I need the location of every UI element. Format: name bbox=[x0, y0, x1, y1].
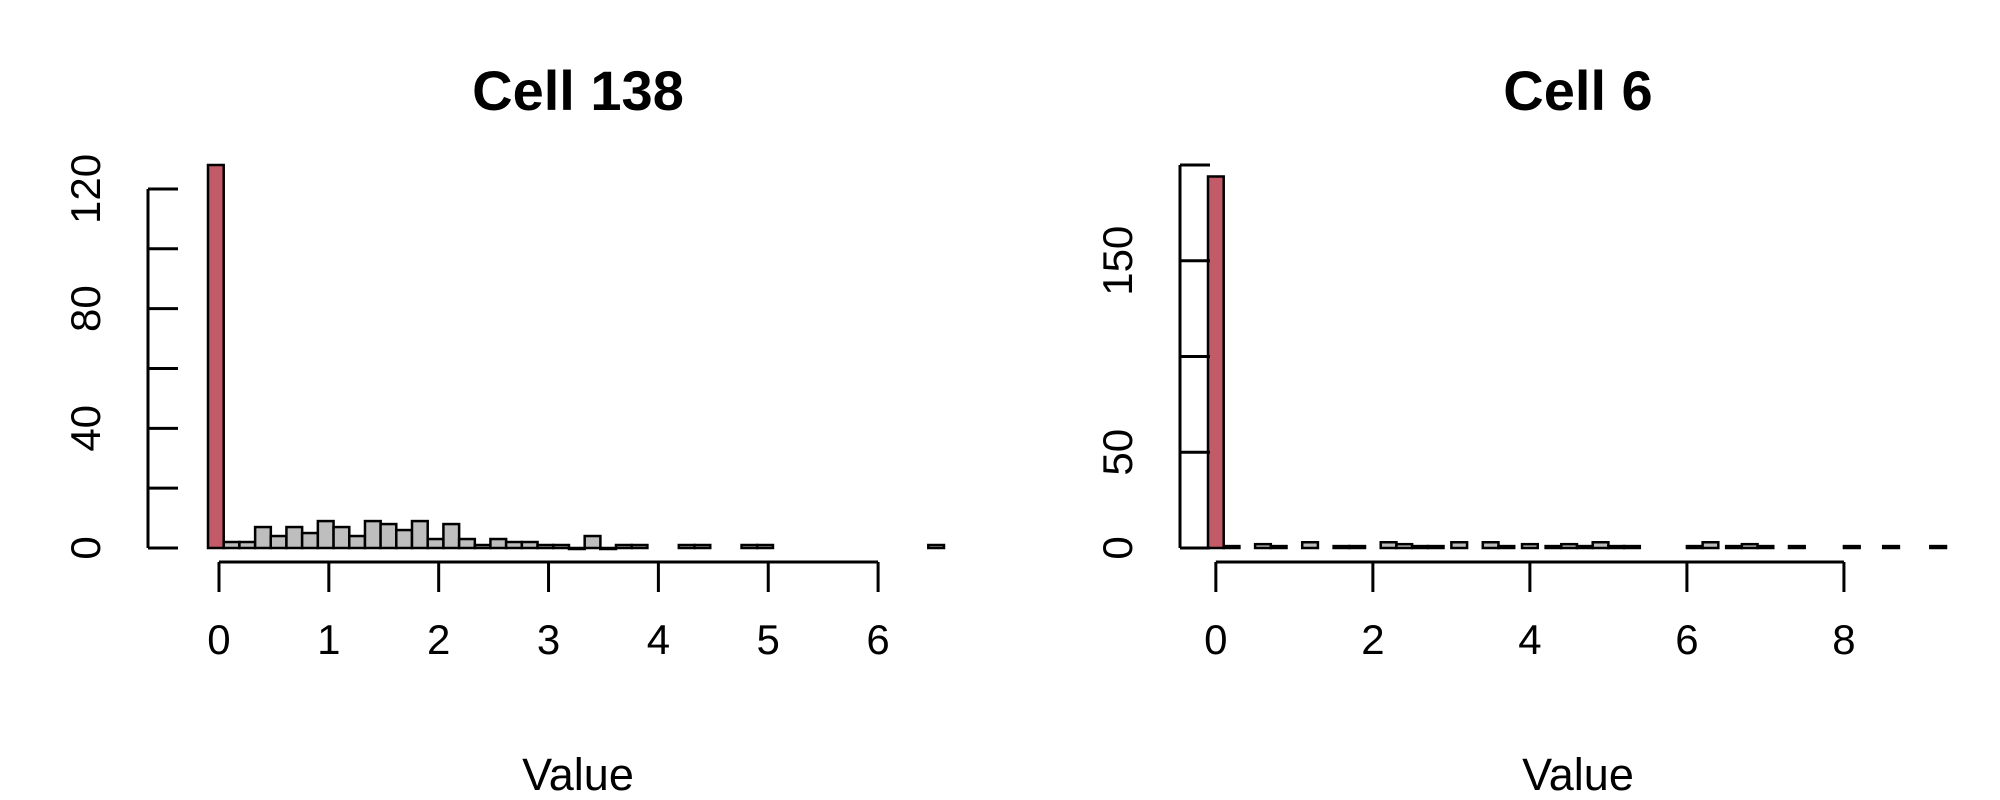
x-tick-label: 6 bbox=[866, 616, 889, 663]
x-axis-title: Value bbox=[1522, 749, 1634, 800]
x-axis: 0 2 4 6 8 bbox=[1204, 560, 1856, 663]
histogram-bar bbox=[693, 543, 712, 550]
histogram-bar bbox=[1348, 544, 1367, 550]
histogram-bar bbox=[1756, 544, 1775, 550]
histogram-bar bbox=[1426, 544, 1445, 550]
histogram-bar-zero bbox=[206, 163, 225, 550]
histogram-cell-6: Cell 6 0 50 150 0 2 4 6 8 Value bbox=[1094, 59, 1948, 800]
y-tick-label: 80 bbox=[62, 285, 109, 332]
histogram-bar bbox=[457, 537, 477, 550]
histogram-bar bbox=[1575, 544, 1594, 550]
histogram-panel-cell-6: Cell 6 0 50 150 0 2 4 6 8 Value bbox=[1000, 0, 2000, 800]
histogram-bar bbox=[583, 534, 602, 550]
x-tick-label: 0 bbox=[1204, 616, 1227, 663]
histogram-bar bbox=[1544, 544, 1563, 550]
histogram-bar bbox=[253, 525, 273, 550]
histogram-bar bbox=[1842, 544, 1861, 550]
y-tick-label: 120 bbox=[62, 154, 109, 224]
y-tick-label: 40 bbox=[62, 405, 109, 452]
histogram-bar bbox=[1591, 541, 1610, 550]
histogram-bar bbox=[1269, 544, 1288, 550]
histogram-bar bbox=[426, 537, 445, 550]
chart-title: Cell 6 bbox=[1503, 59, 1652, 122]
histogram-bar-zero bbox=[1206, 175, 1225, 550]
histogram-bar bbox=[285, 525, 304, 550]
histogram-bar bbox=[269, 534, 288, 550]
histogram-bar bbox=[1253, 542, 1273, 550]
histogram-bar bbox=[1740, 542, 1759, 550]
histogram-bar bbox=[1410, 544, 1430, 550]
x-tick-label: 5 bbox=[757, 616, 780, 663]
x-axis: 0 1 2 3 4 5 6 bbox=[207, 560, 890, 663]
histogram-bar bbox=[238, 540, 257, 550]
x-tick-label: 4 bbox=[1518, 616, 1541, 663]
histogram-bar bbox=[1300, 541, 1320, 550]
histogram-bar bbox=[1622, 544, 1642, 550]
histogram-bar bbox=[1929, 544, 1948, 550]
histogram-bar bbox=[677, 543, 696, 550]
histogram-bar bbox=[1685, 544, 1704, 550]
histogram-cell-138: Cell 138 0 40 80 120 0 1 2 3 4 5 6 Value bbox=[62, 59, 946, 800]
histogram-bar bbox=[410, 519, 429, 550]
histogram-bar bbox=[567, 546, 586, 551]
histogram-bar bbox=[504, 540, 524, 550]
x-tick-label: 4 bbox=[647, 616, 670, 663]
x-tick-label: 6 bbox=[1675, 616, 1698, 663]
histogram-bar bbox=[599, 546, 618, 551]
histogram-bar bbox=[316, 519, 335, 550]
y-tick-label: 0 bbox=[1094, 536, 1141, 559]
histogram-bar bbox=[1787, 544, 1806, 550]
histogram-bar bbox=[614, 543, 633, 550]
bars bbox=[1206, 175, 1948, 550]
histogram-bar bbox=[552, 543, 571, 550]
histogram-bar bbox=[395, 528, 414, 550]
y-tick-label: 0 bbox=[62, 536, 109, 559]
x-tick-label: 3 bbox=[537, 616, 560, 663]
y-tick-label: 50 bbox=[1094, 429, 1141, 476]
histogram-bar bbox=[740, 543, 759, 550]
chart-title: Cell 138 bbox=[472, 59, 684, 122]
histogram-bar bbox=[473, 543, 492, 550]
x-tick-label: 8 bbox=[1832, 616, 1855, 663]
x-tick-label: 2 bbox=[427, 616, 450, 663]
histogram-bar bbox=[1560, 542, 1579, 550]
histogram-bar bbox=[1332, 544, 1351, 550]
histogram-bar bbox=[222, 540, 241, 550]
histogram-bar bbox=[1520, 542, 1539, 550]
histogram-bar bbox=[756, 543, 775, 550]
x-tick-label: 0 bbox=[207, 616, 230, 663]
x-tick-label: 2 bbox=[1361, 616, 1384, 663]
histogram-bar bbox=[1379, 541, 1398, 550]
y-tick-label: 150 bbox=[1094, 226, 1141, 296]
histogram-bar bbox=[1724, 544, 1744, 550]
bars bbox=[206, 163, 946, 551]
histogram-bar bbox=[1450, 541, 1469, 550]
histogram-bar bbox=[489, 537, 508, 550]
histogram-bar bbox=[1497, 544, 1516, 550]
histogram-bar bbox=[1481, 541, 1500, 550]
histogram-bar bbox=[1881, 544, 1901, 550]
x-axis-title: Value bbox=[522, 749, 634, 800]
histogram-bar bbox=[630, 543, 649, 550]
histogram-bar bbox=[1701, 541, 1720, 550]
histogram-bar bbox=[536, 543, 555, 550]
histogram-bar bbox=[363, 519, 382, 550]
y-axis: 0 40 80 120 bbox=[62, 154, 178, 560]
x-tick-label: 1 bbox=[317, 616, 340, 663]
histogram-bar bbox=[1222, 544, 1241, 550]
histogram-bar bbox=[1607, 544, 1626, 550]
y-axis: 0 50 150 bbox=[1094, 163, 1210, 560]
histogram-bar bbox=[1395, 542, 1414, 550]
histogram-bar bbox=[300, 531, 320, 550]
histogram-bar bbox=[332, 525, 351, 550]
histogram-bar bbox=[442, 522, 461, 550]
histogram-bar bbox=[520, 540, 539, 550]
histogram-bar bbox=[348, 534, 367, 550]
histogram-bar bbox=[379, 522, 398, 550]
histogram-panel-cell-138: Cell 138 0 40 80 120 0 1 2 3 4 5 6 Value bbox=[62, 59, 946, 800]
histogram-bar bbox=[927, 543, 946, 550]
